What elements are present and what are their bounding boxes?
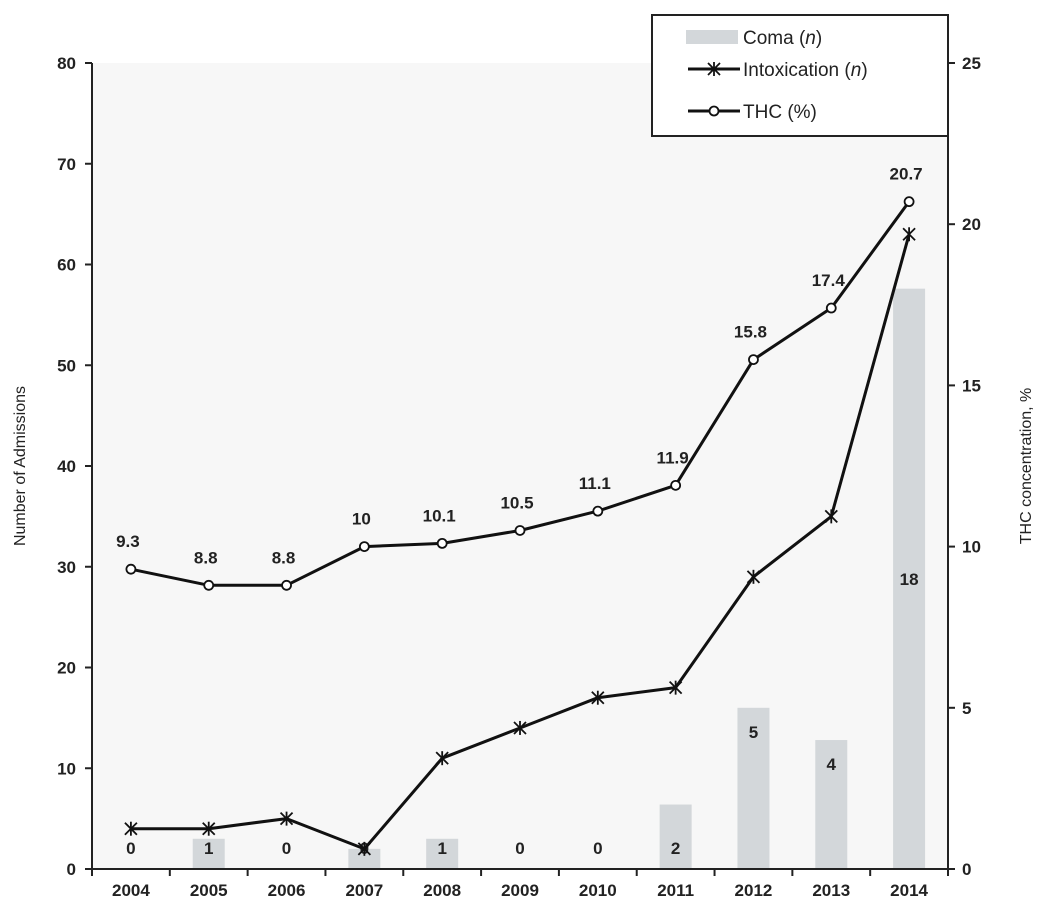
- thc-point-2006: [281, 579, 292, 591]
- intoxication-point-2010: [591, 690, 605, 705]
- left-axis-ticks: 0 10 20 30 40 50 60 70 80: [57, 54, 92, 879]
- coma-bar-label-2009: 0: [515, 839, 524, 858]
- coma-bar-label-2014: 18: [900, 570, 919, 589]
- legend-label-coma: Coma (n): [743, 28, 822, 49]
- thc-point-2009: [514, 525, 526, 536]
- coma-bar-label-2004: 0: [126, 839, 135, 858]
- x-tick-label-2012: 2012: [735, 881, 773, 900]
- y-right-tick-label-25: 25: [962, 54, 981, 73]
- thc-label-2009: 10.5: [500, 493, 533, 512]
- thc-label-2007: 10: [352, 510, 371, 529]
- x-axis-ticks: 2004 2005 2006 2007 2008 2009 2010 2011 2012 2013…: [91, 869, 949, 900]
- coma-bar-2012: [737, 707, 770, 869]
- y-right-tick-label-5: 5: [962, 699, 971, 718]
- x-tick-label-2013: 2013: [812, 881, 850, 900]
- coma-bar-label-2006: 0: [282, 839, 291, 858]
- legend-label-thc: THC (%): [743, 102, 817, 123]
- intoxication-point-2007: [357, 841, 372, 856]
- x-tick-label-2008: 2008: [423, 881, 461, 900]
- x-tick-label-2006: 2006: [268, 881, 306, 900]
- coma-bar-2011: [659, 804, 692, 869]
- coma-bar-2007: [348, 848, 381, 869]
- thc-label-2006: 8.8: [272, 548, 296, 567]
- y-right-tick-label-15: 15: [962, 376, 981, 395]
- thc-label-2014: 20.7: [890, 165, 923, 184]
- series-markers: [124, 196, 916, 856]
- thc-label-2012: 15.8: [734, 323, 767, 342]
- intoxication-point-2011: [668, 680, 683, 695]
- x-tick-label-2014: 2014: [890, 881, 928, 900]
- y-right-tick-label-20: 20: [962, 215, 981, 234]
- y-left-tick-label-30: 30: [57, 558, 76, 577]
- thc-point-2005: [203, 579, 215, 591]
- thc-point-2014: [903, 196, 915, 208]
- x-tick-label-2004: 2004: [112, 881, 150, 900]
- y-left-tick-label-80: 80: [57, 54, 76, 73]
- coma-bar-label-2010: 0: [593, 839, 602, 858]
- coma-bar-label-2008: 1: [437, 839, 446, 858]
- intoxication-point-2008: [435, 751, 449, 766]
- thc-point-2004: [125, 563, 137, 575]
- y-left-tick-label-20: 20: [57, 659, 76, 678]
- thc-point-2008: [436, 537, 448, 549]
- thc-label-2005: 8.8: [194, 548, 218, 567]
- coma-bar-labels: 010010025418: [126, 570, 918, 858]
- y-left-tick-label-10: 10: [57, 759, 76, 778]
- y-right-tick-label-10: 10: [962, 538, 981, 557]
- thc-data-labels: 9.3 8.8 8.8 10 10.1 10.5 11.1 11.9 15.8 17.4 20.7: [116, 165, 923, 568]
- legend-asterisk-marker: [707, 62, 721, 76]
- x-tick-label-2010: 2010: [579, 881, 617, 900]
- coma-bar-2008: [426, 838, 459, 869]
- intoxication-point-2004: [124, 821, 138, 836]
- x-tick-label-2005: 2005: [190, 881, 228, 900]
- x-tick-label-2009: 2009: [501, 881, 539, 900]
- intoxication-point-2013: [824, 509, 838, 524]
- y-right-axis-title: THC concentration, %: [1018, 388, 1035, 545]
- legend-label-intoxication: Intoxication (n): [743, 60, 868, 81]
- coma-bar-label-2012: 5: [749, 723, 758, 742]
- coma-bars: [192, 288, 926, 869]
- thc-label-2011: 11.9: [657, 448, 689, 467]
- thc-point-2010: [592, 505, 604, 517]
- y-left-tick-label-70: 70: [57, 155, 76, 174]
- intoxication-point-2005: [202, 821, 216, 836]
- thc-point-2007: [358, 541, 370, 552]
- coma-bar-2013: [815, 740, 848, 869]
- intoxication-point-2012: [746, 569, 761, 584]
- x-tick-label-2007: 2007: [345, 881, 383, 900]
- legend: Coma (n) Intoxication (n) THC (%): [651, 14, 949, 137]
- y-right-tick-label-0: 0: [962, 860, 971, 879]
- coma-bar-label-2013: 4: [827, 755, 837, 774]
- thc-label-2013: 17.4: [812, 271, 846, 290]
- thc-label-2008: 10.1: [423, 506, 456, 525]
- thc-label-2010: 11.1: [579, 474, 611, 493]
- legend-asterisk: [707, 62, 721, 76]
- intoxication-point-2006: [279, 811, 294, 826]
- thc-point-2012: [748, 354, 759, 366]
- x-tick-label-2011: 2011: [657, 881, 694, 900]
- y-left-axis-title: Number of Admissions: [12, 386, 29, 546]
- intoxication-point-2009: [513, 720, 527, 735]
- y-left-tick-label-60: 60: [57, 256, 76, 275]
- intoxication-point-2014: [902, 227, 916, 242]
- right-axis-ticks: 0 5 10 15 20 25: [948, 54, 981, 879]
- legend-circle-marker: [708, 105, 720, 117]
- thc-point-2013: [825, 302, 837, 314]
- legend-swatch-coma: [686, 30, 738, 44]
- y-left-tick-label-50: 50: [57, 356, 76, 375]
- y-left-tick-label-40: 40: [57, 457, 76, 476]
- thc-label-2004: 9.3: [116, 532, 140, 551]
- coma-bar-label-2005: 1: [204, 839, 213, 858]
- y-left-tick-label-0: 0: [67, 860, 76, 879]
- coma-bar-label-2011: 2: [671, 839, 680, 858]
- thc-point-2011: [670, 479, 682, 491]
- coma-bar-2014: [893, 288, 926, 869]
- coma-bar-2005: [192, 838, 225, 869]
